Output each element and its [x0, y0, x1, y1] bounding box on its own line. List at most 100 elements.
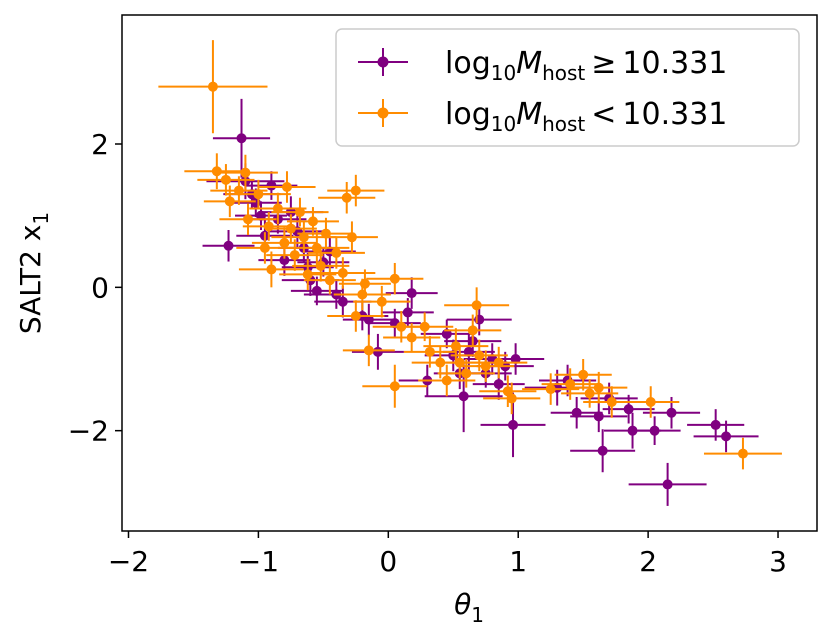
data-point-high-43 [550, 396, 603, 429]
legend-marker-dot-low [377, 107, 389, 119]
point-marker [315, 260, 326, 271]
point-marker [266, 264, 277, 275]
data-point-low-32 [327, 300, 385, 332]
legend-marker-dot-high [377, 56, 389, 68]
point-marker [584, 388, 595, 399]
point-marker [389, 381, 400, 392]
point-marker [243, 214, 254, 225]
data-point-low-31 [338, 269, 391, 299]
point-marker [259, 242, 270, 253]
x-tick-label: 1 [509, 545, 527, 578]
x-axis-label-main: θ [454, 588, 471, 621]
point-marker [272, 203, 283, 214]
point-marker [474, 350, 485, 361]
point-marker [311, 242, 322, 253]
data-point-low-24 [303, 265, 356, 295]
point-marker [493, 357, 504, 368]
data-point-high-6 [235, 201, 287, 230]
point-marker [480, 361, 491, 372]
data-point-low-33 [342, 334, 395, 367]
data-point-low-14 [258, 171, 316, 203]
data-point-low-21 [284, 230, 350, 266]
point-marker [233, 185, 244, 196]
point-marker [406, 332, 417, 343]
point-marker [266, 180, 277, 191]
point-marker [508, 419, 519, 430]
point-marker [363, 314, 374, 325]
legend-label-low: log10Mhost <10.331 [445, 97, 727, 136]
point-marker [662, 479, 673, 490]
point-marker [320, 228, 331, 239]
point-marker [402, 307, 413, 318]
point-marker [666, 407, 677, 418]
data-point-high-28 [420, 319, 473, 349]
data-point-high-49 [628, 416, 681, 445]
point-marker [359, 278, 370, 289]
point-marker [256, 210, 266, 221]
point-marker [298, 232, 309, 243]
point-marker [376, 296, 387, 307]
point-marker [240, 167, 251, 178]
data-point-high-22 [342, 303, 395, 336]
point-marker [236, 133, 247, 144]
point-marker [224, 196, 235, 207]
point-marker [737, 448, 748, 459]
x-tick-label: 3 [769, 545, 787, 578]
y-axis-label-sub: 1 [29, 212, 53, 225]
point-marker [211, 166, 222, 177]
x-axis-label-sub: 1 [471, 603, 484, 627]
data-point-low-36 [362, 364, 428, 408]
data-point-low-20 [286, 207, 339, 236]
point-marker [350, 311, 361, 321]
point-marker [441, 375, 452, 386]
data-point-low-2 [184, 153, 250, 190]
y-axis-label-main: SALT2 x [14, 225, 47, 335]
data-point-high-45 [570, 429, 636, 473]
point-marker [263, 221, 274, 232]
point-marker [649, 425, 660, 436]
y-axis-ticks: −2 0 2 [68, 128, 122, 448]
point-marker [337, 268, 348, 278]
data-point-low-6 [212, 154, 278, 191]
data-point-high-39 [480, 392, 546, 458]
point-marker [463, 346, 474, 357]
point-marker [510, 354, 521, 364]
point-marker [389, 273, 400, 284]
data-point-low-29 [327, 174, 385, 207]
point-marker [645, 397, 656, 407]
point-marker [454, 357, 465, 368]
y-tick-label: 0 [91, 271, 109, 304]
legend-entry-high: log10Mhost ≥10.331 [358, 46, 727, 85]
point-marker [597, 445, 608, 456]
x-axis-label: θ1 [454, 588, 484, 627]
point-marker [341, 192, 352, 203]
data-point-high-53 [693, 420, 759, 453]
data-point-low-43 [423, 328, 489, 365]
data-point-low-52 [483, 382, 541, 415]
x-tick-label: 0 [379, 545, 397, 578]
data-point-low-25 [307, 237, 365, 269]
point-marker [372, 346, 383, 357]
data-point-high-2 [202, 230, 255, 262]
data-point-high-23 [351, 333, 404, 370]
legend: log10Mhost ≥10.331 log10Mhost <10.331 [335, 28, 800, 147]
data-point-low-47 [444, 287, 510, 324]
y-axis-label: SALT2 x1 [14, 212, 53, 334]
point-marker [281, 182, 292, 192]
data-point-low-35 [366, 262, 424, 295]
point-marker [419, 321, 430, 332]
point-marker [571, 407, 582, 418]
data-point-low-39 [396, 312, 454, 342]
point-marker [279, 255, 290, 266]
point-marker [311, 285, 322, 296]
point-marker [493, 379, 504, 390]
y-tick-label: −2 [68, 415, 109, 448]
point-marker [307, 216, 318, 227]
data-point-low-49 [457, 350, 515, 382]
x-tick-label: 2 [639, 545, 657, 578]
point-marker [450, 341, 461, 352]
data-point-low-55 [554, 359, 612, 391]
point-marker [506, 393, 517, 404]
point-marker [545, 384, 556, 395]
